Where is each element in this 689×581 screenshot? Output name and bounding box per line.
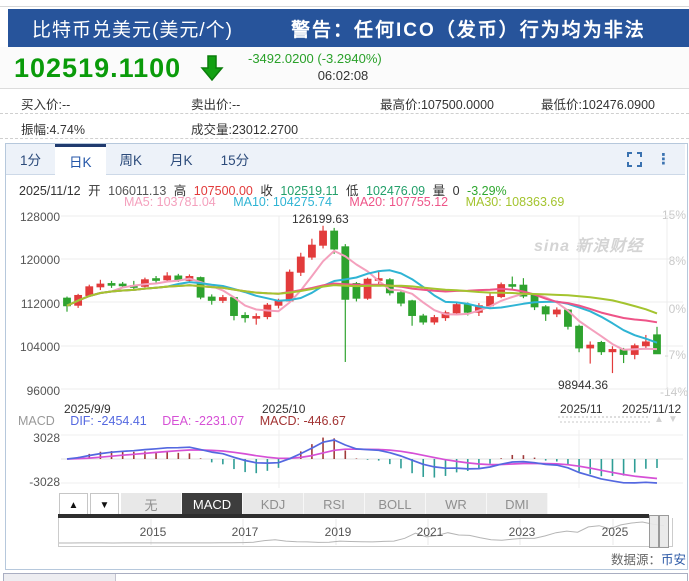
indicator-wr[interactable]: WR bbox=[426, 493, 487, 515]
right-tick: 15% bbox=[661, 208, 686, 222]
page-title: 比特币兑美元(美元/个) bbox=[32, 19, 233, 41]
scroll-up-button[interactable]: ▲ bbox=[59, 493, 88, 517]
open-value: 106011.13 bbox=[108, 184, 167, 198]
macd-value: MACD: -446.67 bbox=[259, 414, 346, 428]
year-label: 2019 bbox=[324, 525, 352, 539]
tab-15min[interactable]: 15分 bbox=[220, 153, 250, 168]
x-label: 2025/11 bbox=[560, 402, 603, 416]
more-menu-icon[interactable]: ⋮ bbox=[656, 150, 671, 168]
high-price: 最高价:107500.0000 bbox=[380, 98, 494, 112]
history-sparkline bbox=[59, 519, 665, 545]
macd-chart[interactable] bbox=[7, 428, 686, 490]
quote-time: 06:02:08 bbox=[317, 68, 369, 83]
right-tick: 0% bbox=[668, 302, 686, 316]
open-label: 开 bbox=[88, 184, 101, 198]
high-value: 107500.00 bbox=[193, 184, 253, 198]
dif-value: DIF: -2454.41 bbox=[70, 414, 147, 428]
price-down-arrow-icon bbox=[200, 55, 224, 81]
indicator-none[interactable]: 无 bbox=[121, 493, 182, 515]
range-slider-handle[interactable] bbox=[659, 515, 669, 548]
amplitude: 振幅:4.74% bbox=[21, 123, 85, 137]
tab-1min[interactable]: 1分 bbox=[20, 153, 42, 168]
ma10-value: MA10: 104275.74 bbox=[233, 195, 332, 209]
x-label: 2025/10 bbox=[262, 402, 306, 416]
dea-value: DEA: -2231.07 bbox=[162, 414, 245, 428]
ma20-value: MA20: 107755.12 bbox=[349, 195, 449, 209]
indicator-boll[interactable]: BOLL bbox=[365, 493, 426, 515]
tab-weekly[interactable]: 周K bbox=[119, 153, 143, 168]
next-section-partial bbox=[3, 573, 688, 581]
bid-price: 买入价:-- bbox=[21, 98, 71, 112]
ohlc-date: 2025/11/12 bbox=[19, 184, 81, 198]
quote-row-1: 买入价:-- 卖出价:-- 最高价:107500.0000 最低价:102476… bbox=[0, 89, 689, 114]
range-selected-bar[interactable] bbox=[58, 514, 649, 518]
x-label: 2025/9/9 bbox=[64, 402, 111, 416]
year-label: 2017 bbox=[231, 525, 259, 539]
ico-warning: 警告：任何ICO（发币）行为均为非法 bbox=[290, 19, 646, 41]
indicator-rsi[interactable]: RSI bbox=[304, 493, 365, 515]
collapse-down-icon[interactable]: ▼ bbox=[668, 414, 678, 425]
data-source: 数据源：币安 bbox=[610, 553, 686, 567]
scroll-down-button[interactable]: ▼ bbox=[90, 493, 119, 517]
year-label: 2023 bbox=[508, 525, 536, 539]
last-price: 102519.1100 bbox=[14, 53, 182, 83]
collapse-up-icon[interactable]: ▲ bbox=[654, 414, 664, 425]
year-label: 2025 bbox=[601, 525, 629, 539]
y-tick: 104000 bbox=[19, 340, 60, 354]
ma30-value: MA30: 108363.69 bbox=[465, 195, 565, 209]
right-tick: 8% bbox=[668, 254, 686, 268]
close-label: 收 bbox=[260, 184, 273, 198]
volume: 成交量:23012.2700 bbox=[191, 123, 299, 137]
candlestick-chart[interactable] bbox=[7, 206, 686, 402]
quote-row-2: 振幅:4.74% 成交量:23012.2700 bbox=[0, 114, 689, 139]
indicator-tabbar: 无 MACD KDJ RSI BOLL WR DMI bbox=[121, 493, 548, 515]
header-bar: 比特币兑美元(美元/个) 警告：任何ICO（发币）行为均为非法 bbox=[8, 9, 689, 47]
ma-info-line: MA5: 103781.04 MA10: 104275.74 MA20: 107… bbox=[124, 195, 578, 209]
tab-monthly[interactable]: 月K bbox=[170, 153, 193, 168]
chart-panel: 1分 日K 周K 月K 15分 ⋮ 2025/11/12 开 106011.13… bbox=[5, 143, 688, 570]
y-tick: 128000 bbox=[19, 210, 60, 224]
macd-y-bottom: -3028 bbox=[29, 475, 60, 489]
low-label: 低 bbox=[346, 184, 359, 198]
top-divider bbox=[0, 6, 689, 7]
y-tick: 120000 bbox=[19, 253, 60, 267]
kline-tabbar: 1分 日K 周K 月K 15分 ⋮ bbox=[6, 144, 685, 175]
macd-title: MACD bbox=[18, 414, 55, 428]
ask-price: 卖出价:-- bbox=[191, 98, 241, 112]
ma5-value: MA5: 103781.04 bbox=[124, 195, 216, 209]
ohlc-info-line: 2025/11/12 开 106011.13 高 107500.00 收 102… bbox=[19, 180, 511, 199]
price-summary: 102519.1100 -3492.0200 (-3.2940%) 06:02:… bbox=[0, 47, 689, 89]
binance-link[interactable]: 币安 bbox=[660, 553, 686, 567]
next-section-header-cell bbox=[4, 574, 116, 581]
indicator-macd[interactable]: MACD bbox=[182, 493, 243, 515]
low-annotation: 98944.36 bbox=[558, 378, 609, 392]
y-tick: 112000 bbox=[20, 297, 60, 311]
x-label: 2025/11/12 bbox=[622, 402, 682, 416]
right-tick: -7% bbox=[664, 348, 686, 362]
low-value: 102476.09 bbox=[366, 184, 426, 198]
pct-value: -3.29% bbox=[467, 184, 507, 198]
vol-value: 0 bbox=[452, 184, 460, 198]
vol-label: 量 bbox=[432, 184, 446, 198]
tab-daily[interactable]: 日K bbox=[55, 144, 106, 175]
pane-resize-handle[interactable] bbox=[558, 416, 650, 423]
macd-y-top: 3028 bbox=[33, 431, 60, 445]
high-label: 高 bbox=[173, 184, 187, 198]
y-tick: 96000 bbox=[26, 384, 60, 398]
year-label: 2021 bbox=[416, 525, 444, 539]
indicator-kdj[interactable]: KDJ bbox=[243, 493, 304, 515]
high-annotation: 126199.63 bbox=[292, 212, 349, 226]
range-slider-handle[interactable] bbox=[649, 515, 659, 548]
price-change: -3492.0200 (-3.2940%) bbox=[248, 51, 382, 66]
low-price: 最低价:102476.0900 bbox=[541, 98, 655, 112]
fullscreen-icon[interactable] bbox=[627, 151, 642, 167]
indicator-dmi[interactable]: DMI bbox=[487, 493, 548, 515]
zoom-buttons: ▲ ▼ bbox=[59, 493, 119, 517]
macd-header: MACD DIF: -2454.41 DEA: -2231.07 MACD: -… bbox=[18, 414, 358, 428]
close-value: 102519.11 bbox=[280, 184, 339, 198]
year-label: 2015 bbox=[139, 525, 167, 539]
